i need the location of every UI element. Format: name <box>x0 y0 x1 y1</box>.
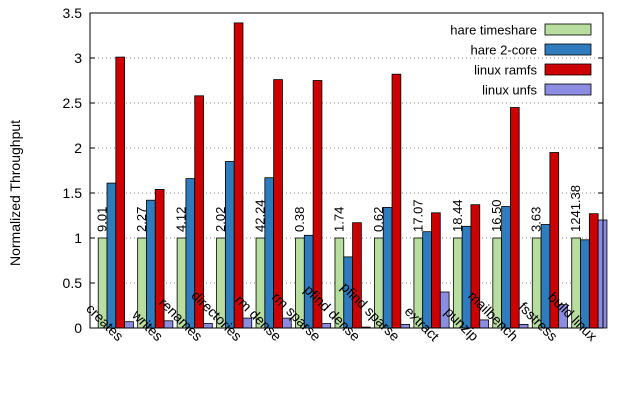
legend-swatch-linux-unfs <box>544 83 592 96</box>
bar-value-label: 1241.38 <box>568 185 583 232</box>
bar-value-label: 42.24 <box>252 199 267 232</box>
y-axis-label: Normalized Throughput <box>7 120 23 266</box>
y-tick-label: 2 <box>74 140 82 156</box>
bar-linux-unfs <box>163 320 174 329</box>
bar-linux-ramfs <box>588 213 599 329</box>
legend-swatch-linux-ramfs <box>544 63 592 76</box>
bar-value-label: 1.74 <box>331 207 346 232</box>
legend-swatch-hare-2core <box>544 43 592 56</box>
bar-hare-2core <box>461 225 472 329</box>
bar-value-label: 9.01 <box>95 207 110 232</box>
bar-value-label: 0.62 <box>371 207 386 232</box>
bar-value-label: 4.12 <box>174 207 189 232</box>
bar-linux-ramfs <box>431 212 441 329</box>
bar-value-label: 0.38 <box>292 207 307 232</box>
bar-linux-unfs <box>321 323 332 329</box>
bar-value-label: 2.27 <box>134 207 149 232</box>
legend-swatch-hare-timeshare <box>544 23 592 36</box>
bar-value-label: 2.02 <box>213 207 228 232</box>
y-tick-label: 0 <box>74 320 82 336</box>
bar-value-label: 18.44 <box>450 199 465 232</box>
bar-linux-unfs <box>124 321 134 329</box>
y-tick-label: 1 <box>74 230 82 246</box>
legend-label: hare timeshare <box>450 23 537 38</box>
y-tick-label: 2.5 <box>63 95 83 111</box>
legend-label: hare 2-core <box>471 43 537 58</box>
bar-hare-2core <box>185 178 196 329</box>
bar-value-label: 3.63 <box>529 207 544 232</box>
plot-frame <box>89 12 604 329</box>
bar-linux-unfs <box>203 323 213 329</box>
y-tick-label: 0.5 <box>63 275 83 291</box>
legend-label: linux unfs <box>482 83 537 98</box>
bar-value-label: 16.50 <box>489 199 504 232</box>
bar-linux-ramfs <box>233 22 244 329</box>
bar-hare-2core <box>540 224 551 329</box>
legend-label: linux ramfs <box>474 63 537 78</box>
bar-value-label: 17.07 <box>410 199 425 232</box>
bar-linux-unfs <box>518 323 529 329</box>
bars <box>97 22 608 329</box>
bar-hare-2core <box>106 182 117 329</box>
y-tick-label: 3.5 <box>63 5 83 21</box>
bar-linux-ramfs <box>391 73 402 329</box>
bar-linux-ramfs <box>510 107 520 329</box>
bar-value-labels: 9.01 2.27 4.12 2.02 42.24 0.38 1.74 0.62 17.07 18… <box>95 185 584 232</box>
y-tick-label: 3 <box>74 50 82 66</box>
bar-linux-ramfs <box>115 56 126 329</box>
legend: hare timeshare hare 2-core linux ramfs linu… <box>450 23 592 98</box>
y-tick-label: 1.5 <box>63 185 83 201</box>
bar-linux-unfs <box>400 323 411 329</box>
